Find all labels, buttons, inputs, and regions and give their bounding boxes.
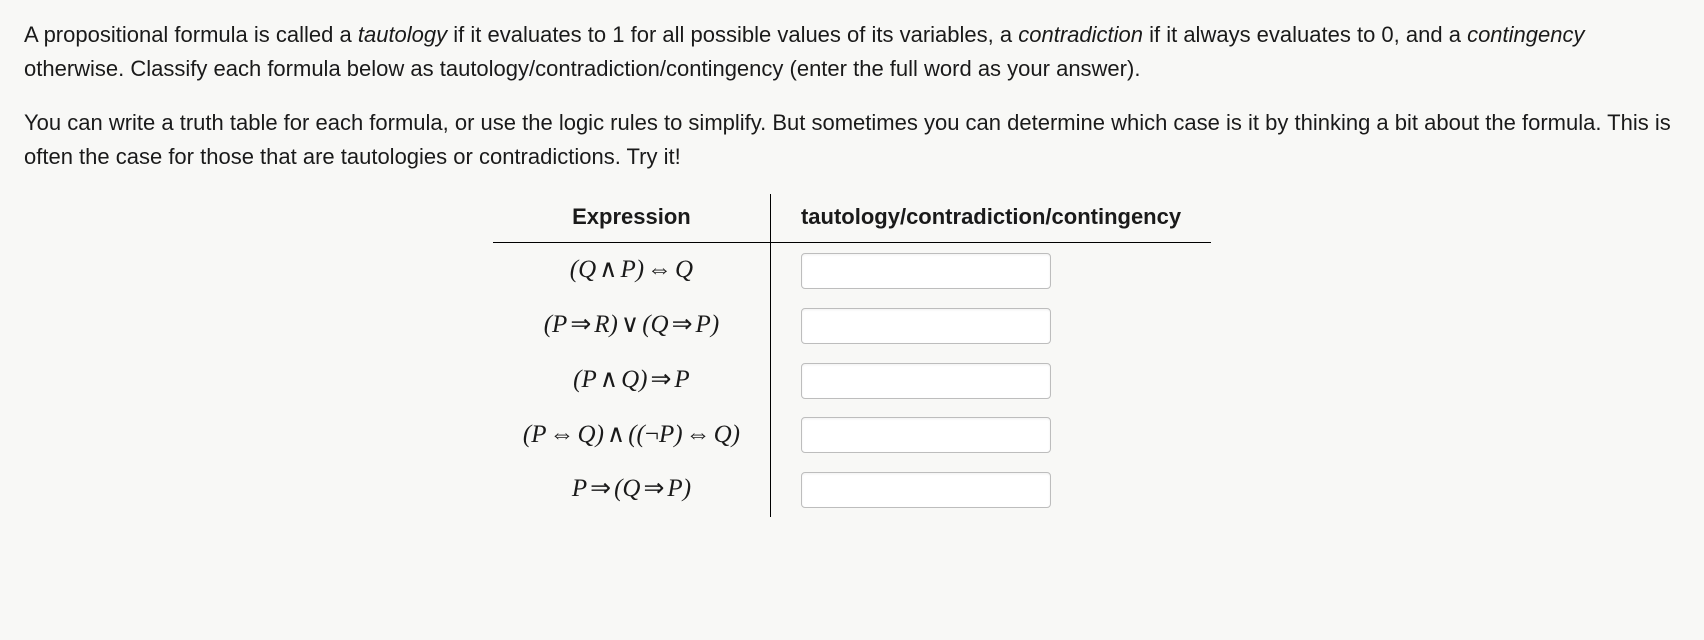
answer-cell [770, 408, 1211, 463]
header-answer: tautology/contradiction/contingency [770, 194, 1211, 243]
answer-cell [770, 462, 1211, 517]
table-row: (P⇔Q)∧((¬P)⇔Q) [493, 408, 1211, 463]
header-expression: Expression [493, 194, 771, 243]
term-contradiction: contradiction [1018, 22, 1143, 47]
table-row: (P⇒R)∨(Q⇒P) [493, 298, 1211, 353]
intro-text: otherwise. Classify each formula below a… [24, 56, 1140, 81]
expression-cell: (P∧Q)⇒P [493, 353, 771, 408]
term-tautology: tautology [358, 22, 447, 47]
intro-text: if it evaluates to 1 for all possible va… [447, 22, 1018, 47]
table-row: (P∧Q)⇒P [493, 353, 1211, 408]
answer-input[interactable] [801, 308, 1051, 344]
table-row: P⇒(Q⇒P) [493, 462, 1211, 517]
expression-cell: (P⇒R)∨(Q⇒P) [493, 298, 771, 353]
answer-cell [770, 298, 1211, 353]
answer-input[interactable] [801, 253, 1051, 289]
answer-input[interactable] [801, 417, 1051, 453]
expression-cell: (P⇔Q)∧((¬P)⇔Q) [493, 408, 771, 463]
intro-paragraph-2: You can write a truth table for each for… [24, 106, 1680, 174]
intro-text: A propositional formula is called a [24, 22, 358, 47]
table-row: (Q∧P)⇔Q [493, 243, 1211, 298]
answer-cell [770, 243, 1211, 298]
answer-input[interactable] [801, 472, 1051, 508]
expression-cell: P⇒(Q⇒P) [493, 462, 771, 517]
answer-cell [770, 353, 1211, 408]
intro-paragraph-1: A propositional formula is called a taut… [24, 18, 1680, 86]
answer-input[interactable] [801, 363, 1051, 399]
classification-table: Expression tautology/contradiction/conti… [493, 194, 1211, 517]
term-contingency: contingency [1467, 22, 1584, 47]
expression-cell: (Q∧P)⇔Q [493, 243, 771, 298]
intro-text: if it always evaluates to 0, and a [1143, 22, 1467, 47]
